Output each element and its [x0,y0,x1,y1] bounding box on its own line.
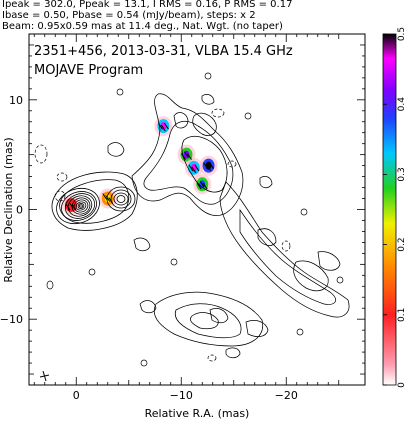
axis-tick-labels: 0 −10 −20 10 0 −10 [0,94,298,402]
evpa-vector [105,195,111,202]
y-axis-label: Relative Declination (mas) [2,137,15,282]
evpa-vector [191,166,197,174]
colorbar-tick-label: 0 [397,382,407,388]
colorbar-tick-label: 0.5 [397,27,407,41]
colorbar [382,33,397,386]
evpa-vector [184,151,189,158]
axis-ticks [29,34,365,385]
x-tick-label: 0 [73,389,80,402]
negative-contours [34,108,291,362]
jet-contours [107,93,350,359]
knot-contours [106,186,136,212]
evpa-vector [196,182,202,190]
evpa-vector [68,201,74,209]
evpa-vector [194,164,200,172]
evpa-vector [203,162,208,169]
chart-subtitle: MOJAVE Program [34,63,143,78]
x-tick-label: −10 [170,389,193,402]
header-line-1: Ipeak = 302.0, Ppeak = 13.1, I RMS = 0.1… [2,0,293,10]
chart-title: 2351+456, 2013-03-31, VLBA 15.4 GHz [34,44,293,59]
core-contours [51,171,138,231]
evpa-vector [160,124,166,132]
colorbar-tick-label: 0.2 [397,237,407,251]
x-tick-label: −20 [275,389,298,402]
evpa-vector [187,153,192,160]
polarization-layer [62,116,218,216]
y-tick-label: 10 [9,94,23,107]
plot-frame [28,33,366,386]
evpa-vector [199,180,205,188]
evpa-vector [206,164,211,171]
header-line-2: Ibase = 0.50, Pbase = 0.54 (mJy/beam), s… [2,10,256,21]
evpa-vector [209,162,214,169]
evpa-vector [202,182,208,190]
plot-area [34,72,350,367]
evpa-vector [188,164,194,172]
evpa-vector [157,122,163,130]
y-tick-label: 0 [16,204,23,217]
header-line-3: Beam: 0.95x0.59 mas at 11.4 deg., Nat. W… [2,21,283,32]
evpa-vector [71,203,77,211]
y-tick-label: −10 [0,313,23,326]
evpa-vector [108,197,114,204]
evpa-vector [181,153,186,160]
colorbar-tick-label: 0.1 [397,308,407,322]
evpa-vector [65,203,71,211]
colorbar-ticks: 0 0.1 0.2 0.3 0.4 0.5 [383,27,407,388]
noise-contours [46,72,344,367]
colorbar-tick-label: 0.3 [397,167,407,181]
x-axis-label: Relative R.A. (mas) [145,407,250,420]
evpa-vector [163,122,169,130]
beam-marker [39,370,50,382]
colorbar-tick-label: 0.4 [397,97,407,112]
polarization-vectors [65,122,214,211]
evpa-vector [102,193,108,200]
